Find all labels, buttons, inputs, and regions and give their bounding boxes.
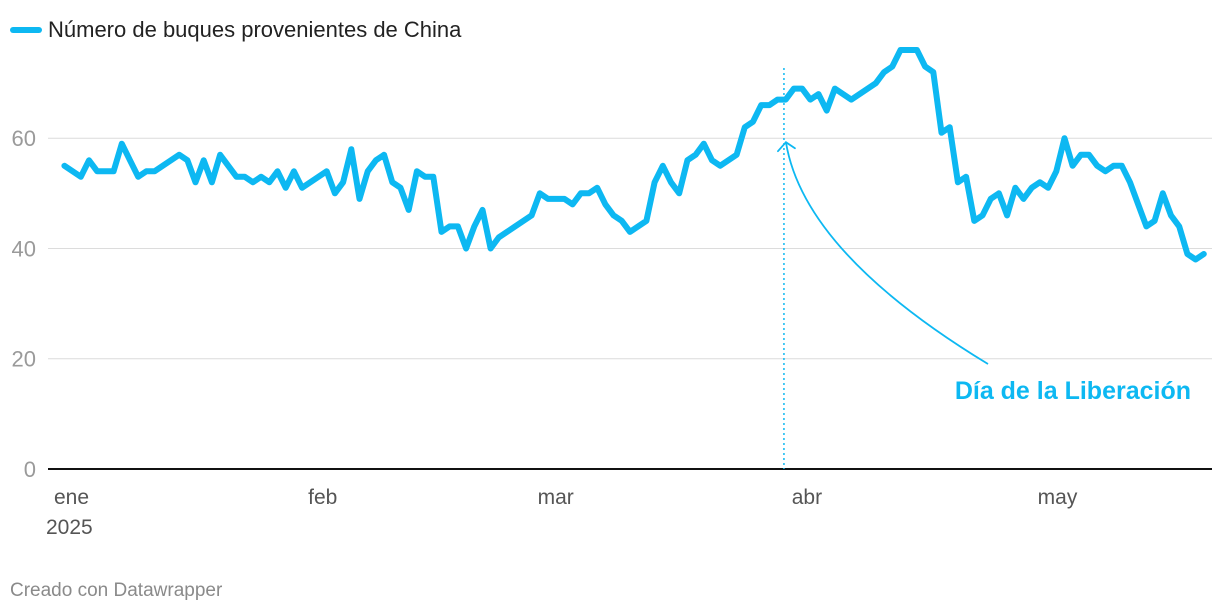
annotation-arrow — [785, 142, 989, 365]
footer-credit: Creado con Datawrapper — [10, 580, 223, 601]
legend-swatch — [10, 27, 42, 33]
x-tick-year-label: 2025 — [46, 516, 93, 539]
y-tick-label: 40 — [12, 236, 36, 261]
x-tick-label: may — [1038, 486, 1078, 509]
y-tick-label: 60 — [12, 126, 36, 151]
annotation-label: Día de la Liberación — [955, 377, 1191, 405]
chart-legend: Número de buques provenientes de China — [10, 14, 461, 46]
x-tick-label: feb — [308, 486, 337, 509]
y-tick-label: 20 — [12, 347, 36, 372]
x-tick-label: ene — [54, 486, 89, 509]
y-tick-label: 0 — [24, 457, 36, 482]
x-tick-label: abr — [792, 486, 822, 509]
series-line — [61, 47, 1207, 263]
annotation-arrowhead — [777, 141, 796, 153]
x-tick-label: mar — [538, 486, 574, 509]
legend-label: Número de buques provenientes de China — [48, 17, 462, 42]
